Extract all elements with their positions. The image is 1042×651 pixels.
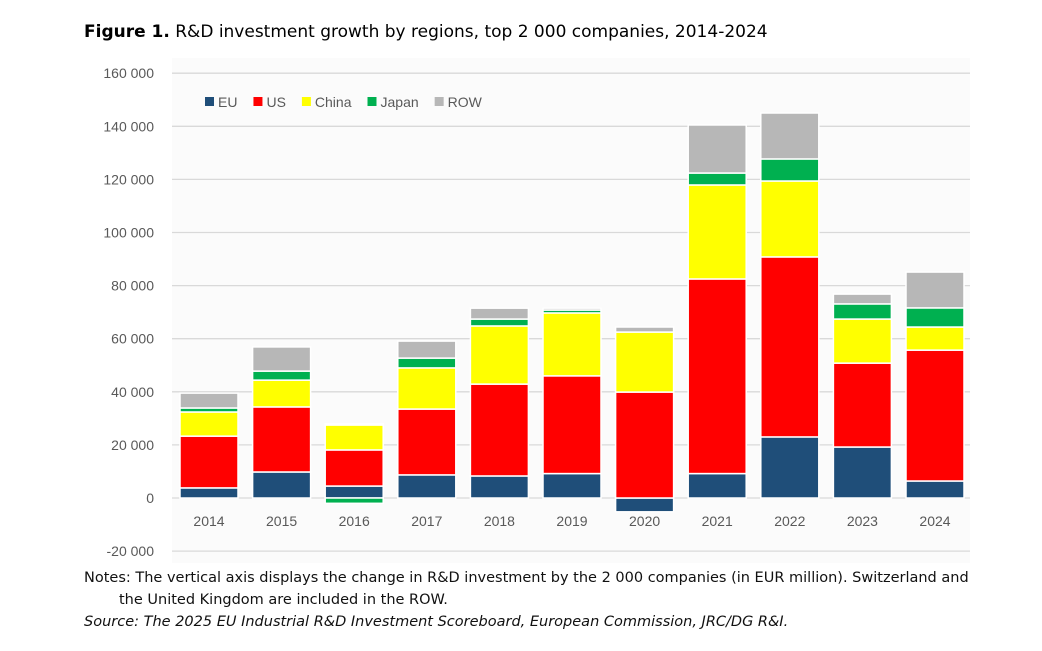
y-tick-label: 140 000 <box>103 118 154 134</box>
y-tick-label: 20 000 <box>111 437 154 453</box>
bar-segment-row-2016 <box>324 422 384 426</box>
x-tick-label: 2017 <box>411 513 442 529</box>
figure-label: Figure 1. <box>84 22 170 42</box>
y-tick-label: 60 000 <box>111 331 154 347</box>
x-tick-label: 2021 <box>702 513 733 529</box>
bar-segment-china-2018 <box>469 325 530 385</box>
source-note: Source: The 2025 EU Industrial R&D Inves… <box>84 614 789 630</box>
x-tick-label: 2018 <box>484 513 515 529</box>
bar-segment-china-2023 <box>832 318 893 364</box>
legend-swatch-us <box>253 97 263 106</box>
legend-label-china: China <box>315 94 352 110</box>
bar-segment-eu-2020 <box>614 497 675 513</box>
y-tick-label: 100 000 <box>103 225 154 241</box>
bar-segment-eu-2016 <box>324 485 384 499</box>
bar-segment-japan-2016 <box>324 497 384 505</box>
bar-segment-china-2024 <box>905 326 965 351</box>
bar-segment-row-2024 <box>905 271 965 309</box>
bar-segment-japan-2018 <box>469 318 530 327</box>
legend-swatch-japan <box>367 97 377 106</box>
x-tick-label: 2020 <box>629 513 660 529</box>
bar-segment-us-2020 <box>614 391 675 499</box>
bar-segment-us-2024 <box>905 349 965 482</box>
bar-segment-japan-2021 <box>687 172 747 186</box>
legend-label-japan: Japan <box>381 94 419 110</box>
notes-line-2: the United Kingdom are included in the R… <box>119 592 448 608</box>
figure-title-text: R&D investment growth by regions, top 2 … <box>175 22 768 42</box>
bar-segment-row-2022 <box>760 112 820 160</box>
bar-segment-us-2023 <box>832 362 893 448</box>
legend-swatch-china <box>301 97 311 106</box>
legend-label-eu: EU <box>218 94 237 110</box>
bar-segment-row-2020 <box>614 326 675 333</box>
bar-segment-eu-2015 <box>251 471 312 499</box>
x-tick-label: 2015 <box>266 513 297 529</box>
bar-segment-row-2014 <box>179 392 239 409</box>
bar-segment-eu-2024 <box>905 480 965 499</box>
y-tick-label: 120 000 <box>103 171 154 187</box>
legend-label-row: ROW <box>448 94 483 110</box>
bar-segment-eu-2017 <box>397 474 457 499</box>
figure-title: Figure 1. R&D investment growth by regio… <box>84 22 768 42</box>
bar-segment-china-2021 <box>687 184 747 280</box>
x-tick-label: 2014 <box>193 513 224 529</box>
bar-segment-japan-2023 <box>832 303 893 320</box>
bar-segment-eu-2014 <box>179 487 239 499</box>
y-tick-label: 40 000 <box>111 384 154 400</box>
bar-segment-china-2015 <box>251 379 312 408</box>
x-tick-label: 2023 <box>847 513 878 529</box>
x-tick-label: 2024 <box>919 513 950 529</box>
bar-segment-china-2014 <box>179 411 239 437</box>
y-tick-label: 0 <box>146 490 154 506</box>
bar-segment-china-2017 <box>397 367 457 410</box>
bar-segment-us-2018 <box>469 383 530 477</box>
bar-segment-eu-2021 <box>687 472 747 499</box>
bar-segment-us-2016 <box>324 449 384 487</box>
legend-swatch-eu <box>205 97 214 106</box>
bar-segment-japan-2024 <box>905 307 965 328</box>
bar-segment-eu-2018 <box>469 475 530 499</box>
bar-segment-china-2019 <box>542 312 602 377</box>
bar-segment-row-2017 <box>397 340 457 359</box>
x-tick-label: 2016 <box>339 513 370 529</box>
notes-line-1: Notes: The vertical axis displays the ch… <box>84 570 969 586</box>
bar-segment-eu-2019 <box>542 472 602 499</box>
bar-segment-row-2018 <box>469 307 530 320</box>
y-tick-label: -20 000 <box>107 543 155 559</box>
legend-swatch-row <box>434 97 444 106</box>
bar-segment-us-2017 <box>397 408 457 476</box>
bar-segment-china-2016 <box>324 424 384 451</box>
bar-segment-japan-2015 <box>251 370 312 381</box>
bar-segment-row-2021 <box>687 124 747 174</box>
bar-segment-us-2022 <box>760 256 820 438</box>
bar-segment-row-2023 <box>832 293 893 305</box>
x-tick-label: 2019 <box>556 513 587 529</box>
bar-segment-japan-2017 <box>397 357 457 369</box>
y-tick-label: 80 000 <box>111 278 154 294</box>
bar-segment-us-2015 <box>251 406 312 473</box>
bar-segment-us-2014 <box>179 435 239 489</box>
bar-segment-china-2020 <box>614 331 675 393</box>
bar-segment-row-2019 <box>542 307 602 311</box>
bar-segment-eu-2023 <box>832 446 893 499</box>
bar-segment-us-2021 <box>687 278 747 475</box>
legend-label-us: US <box>266 94 285 110</box>
bar-segment-china-2022 <box>760 180 820 258</box>
bar-segment-row-2015 <box>251 346 312 372</box>
x-tick-label: 2022 <box>774 513 805 529</box>
bar-segment-japan-2022 <box>760 158 820 182</box>
notes: Notes: The vertical axis displays the ch… <box>84 567 1014 633</box>
y-tick-label: 160 000 <box>103 65 154 81</box>
bar-segment-us-2019 <box>542 375 602 475</box>
bar-segment-eu-2022 <box>760 436 820 499</box>
